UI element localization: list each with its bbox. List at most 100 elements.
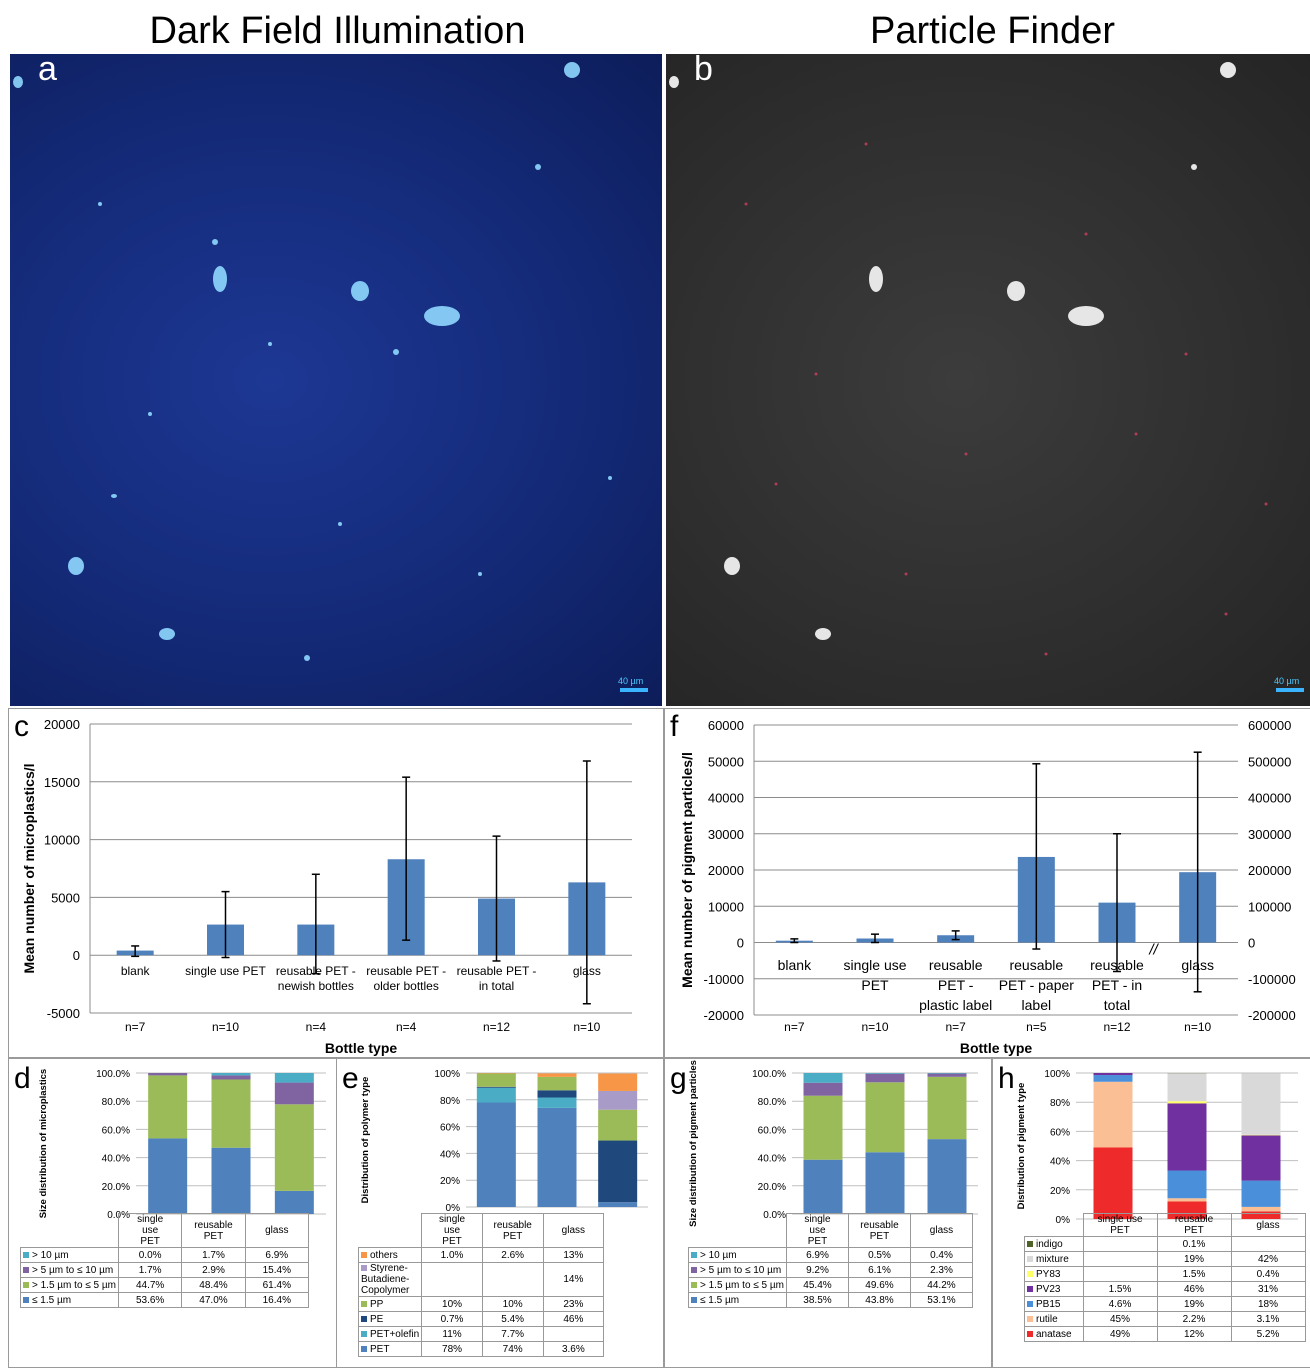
- y-tick-label: 80%: [440, 1096, 460, 1107]
- table-cell: 19%: [1156, 1296, 1232, 1312]
- table-cell: 0.7%: [421, 1311, 483, 1327]
- legend-label: > 1.5 µm to ≤ 5 µm: [32, 1279, 116, 1291]
- n-label: n=10: [1184, 1020, 1211, 1034]
- legend-swatch: [1027, 1315, 1033, 1322]
- table-cell: [542, 1326, 605, 1342]
- stack-segment-g-1-3: [865, 1152, 905, 1214]
- legend-entry: PE: [357, 1311, 423, 1327]
- stack-segment-e-2-3: [598, 1140, 638, 1203]
- table-cell: 42%: [1230, 1251, 1306, 1267]
- legend-entry: indigo: [1024, 1236, 1084, 1252]
- stack-segment-e-2-2: [598, 1109, 638, 1141]
- table-cell: 46%: [1156, 1281, 1232, 1297]
- legend-swatch: [23, 1266, 29, 1273]
- category-label: single use: [1097, 1214, 1143, 1225]
- table-cell: 0.0%: [117, 1247, 183, 1263]
- x-category-label: reusable PET -: [457, 964, 537, 978]
- table-cell: 2.9%: [181, 1262, 246, 1278]
- legend-label: ≤ 1.5 µm: [700, 1294, 740, 1306]
- x-category-label: reusable: [1090, 957, 1144, 973]
- table-cell: [1082, 1251, 1158, 1267]
- stack-segment-d-0-1: [148, 1073, 188, 1076]
- table-corner: [1025, 1214, 1084, 1237]
- legend-entry: Styrene-Butadiene-Copolymer: [357, 1262, 423, 1297]
- table-cell: 6.9%: [785, 1247, 849, 1263]
- y-tick-label: 80.0%: [102, 1097, 130, 1108]
- table-cell: 15.4%: [244, 1262, 309, 1278]
- y2-tick-label: 100000: [1248, 899, 1291, 914]
- legend-swatch: [1027, 1285, 1033, 1292]
- stack-segment-e-1-2: [537, 1076, 577, 1091]
- stack-segment-g-2-3: [927, 1139, 967, 1214]
- legend-entry: anatase: [1024, 1326, 1084, 1342]
- chart-d: d 100.0%80.0%60.0%40.0%20.0%0.0%Size dist…: [14, 1062, 326, 1221]
- table-cell: 1.7%: [117, 1262, 183, 1278]
- table-cell: [1082, 1266, 1158, 1282]
- legend-label: > 10 µm: [32, 1249, 69, 1261]
- category-label: single: [438, 1214, 466, 1225]
- legend-label: PE: [370, 1313, 384, 1325]
- stack-segment-e-2-1: [598, 1090, 638, 1110]
- table-cell: 1.7%: [181, 1247, 246, 1263]
- stack-segment-h-2-1: [1241, 1073, 1281, 1135]
- legend-label: indigo: [1036, 1238, 1063, 1250]
- table-e: single use PET reusable PET glass others 1.0% 2.…: [357, 1213, 605, 1357]
- table-cell: 3.6%: [542, 1341, 605, 1357]
- table-row: rutile 45% 2.2% 3.1%: [1024, 1311, 1306, 1327]
- y-tick-label: 80.0%: [758, 1097, 786, 1108]
- legend-label: > 10 µm: [700, 1249, 737, 1261]
- stack-segment-d-0-2: [148, 1075, 188, 1139]
- y-tick-label: 40.0%: [758, 1154, 786, 1165]
- table-cell: 44.7%: [117, 1277, 183, 1293]
- table-cell: 23%: [542, 1296, 605, 1312]
- dark-field-particles: [13, 62, 612, 661]
- x-category-label: blank: [121, 964, 151, 978]
- x-category-label: older bottles: [373, 979, 438, 993]
- x-category-label: reusable PET -: [276, 964, 356, 978]
- legend-entry: rutile: [1024, 1311, 1084, 1327]
- table-column-header: single use PET: [1082, 1213, 1158, 1237]
- y-axis-title: Size distribution of microplastics: [38, 1069, 49, 1218]
- legend-label: > 1.5 µm to ≤ 5 µm: [700, 1279, 784, 1291]
- category-label: PET: [807, 1236, 828, 1247]
- table-row: > 10 µm 6.9% 0.5% 0.4%: [688, 1247, 973, 1263]
- y-tick-label: 15000: [44, 775, 80, 790]
- y2-tick-label: 0: [1248, 936, 1255, 951]
- table-row: Styrene-Butadiene-Copolymer 14%: [357, 1262, 605, 1297]
- stack-segment-g-2-1: [927, 1073, 967, 1077]
- particle-finder-image: b 40 µm: [666, 54, 1310, 706]
- legend-entry: > 1.5 µm to ≤ 5 µm: [688, 1277, 787, 1293]
- category-label: reusable: [493, 1219, 532, 1231]
- legend-swatch: [691, 1266, 697, 1273]
- category-label: use: [443, 1225, 461, 1236]
- table-row: PV23 1.5% 46% 31%: [1024, 1281, 1306, 1297]
- stack-segment-e-1-4: [537, 1097, 577, 1108]
- stack-segment-e-0-2: [476, 1073, 516, 1087]
- scale-label-a: 40 µm: [618, 676, 644, 686]
- x-category-label: total: [1104, 997, 1130, 1013]
- legend-swatch: [361, 1330, 367, 1337]
- table-cell: 0.4%: [1230, 1266, 1306, 1282]
- table-column-header: reusable PET: [481, 1213, 544, 1248]
- stack-segment-d-1-1: [211, 1075, 251, 1080]
- category-label: single: [804, 1214, 831, 1225]
- stack-segment-h-1-4: [1167, 1170, 1207, 1199]
- x-category-label: PET: [861, 977, 889, 993]
- y2-tick-label: 400000: [1248, 791, 1291, 806]
- table-cell: 53.6%: [117, 1292, 183, 1308]
- table-cell: [481, 1262, 544, 1297]
- x-category-label: glass: [573, 964, 601, 978]
- y-tick-label: 5000: [51, 890, 80, 905]
- table-cell: 3.1%: [1230, 1311, 1306, 1327]
- table-cell: 5.4%: [481, 1311, 544, 1327]
- y-tick-label: 100.0%: [752, 1069, 786, 1080]
- table-cell: 9.2%: [785, 1262, 849, 1278]
- table-cell: 78%: [421, 1341, 483, 1357]
- stack-segment-e-1-3: [537, 1090, 577, 1098]
- stack-segment-e-0-3: [476, 1086, 516, 1088]
- legend-label: > 5 µm to ≤ 10 µm: [700, 1264, 782, 1276]
- y2-tick-label: 300000: [1248, 827, 1291, 842]
- n-label: n=7: [945, 1020, 966, 1034]
- table-row: PET+olefin 11% 7.7%: [357, 1326, 605, 1342]
- table-cell: 11%: [421, 1326, 483, 1342]
